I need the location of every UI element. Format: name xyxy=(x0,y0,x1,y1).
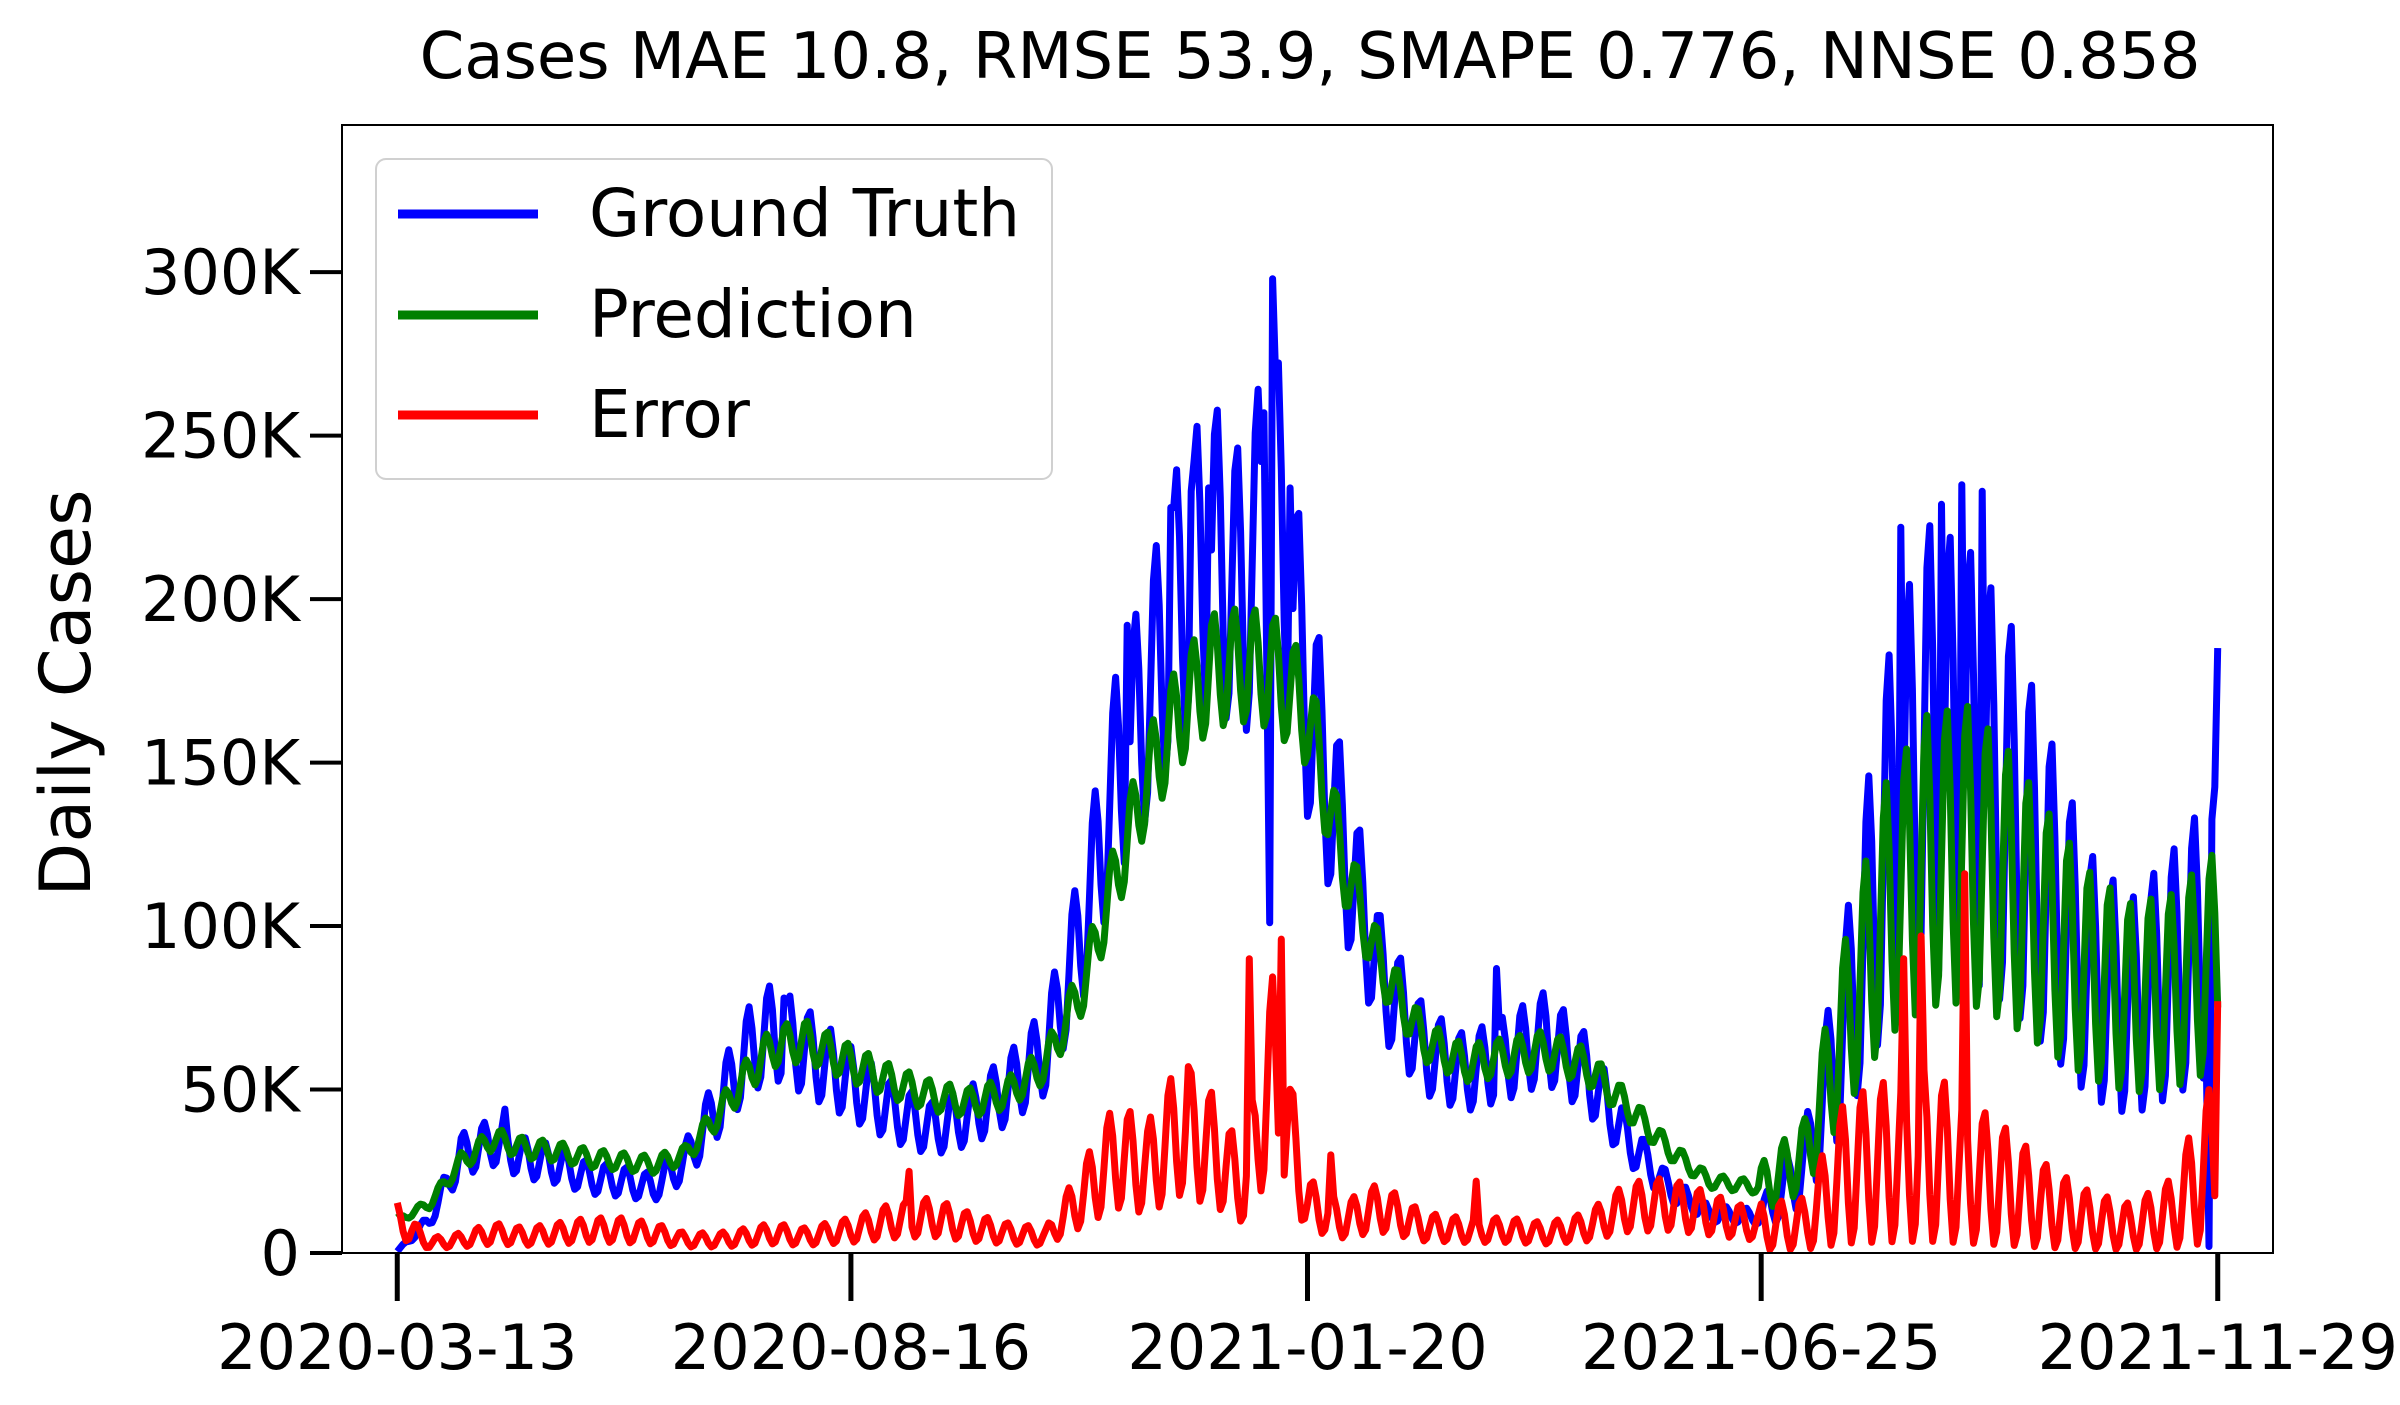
chart-title: Cases MAE 10.8, RMSE 53.9, SMAPE 0.776, … xyxy=(420,20,2201,94)
error-line xyxy=(393,870,2222,1254)
legend-label-error: Error xyxy=(589,376,751,453)
legend-label-ground-truth: Ground Truth xyxy=(589,175,1020,252)
y-tick-label: 250K xyxy=(141,400,301,473)
y-tick-label: 150K xyxy=(141,727,301,800)
x-tick-label: 2021-01-20 xyxy=(1127,1311,1487,1384)
legend: Ground Truth Prediction Error xyxy=(375,158,1053,480)
prediction-line xyxy=(395,605,2222,1222)
x-tick-label: 2020-03-13 xyxy=(217,1311,577,1384)
x-tick-label: 2021-11-29 xyxy=(2038,1311,2398,1384)
y-tick-label: 100K xyxy=(141,890,301,963)
y-tick-label: 300K xyxy=(141,236,301,309)
y-axis: 0 50K 100K 150K 200K 250K 300K xyxy=(141,236,342,1290)
legend-box xyxy=(375,158,1053,480)
x-tick-label: 2021-06-25 xyxy=(1581,1311,1941,1384)
series-layer xyxy=(393,275,2222,1254)
legend-label-prediction: Prediction xyxy=(589,276,917,353)
y-tick-label: 200K xyxy=(141,563,301,636)
y-tick-label: 50K xyxy=(180,1054,301,1127)
x-tick-label: 2020-08-16 xyxy=(671,1311,1031,1384)
y-tick-label: 0 xyxy=(261,1217,300,1290)
x-axis: 2020-03-13 2020-08-16 2021-01-20 2021-06-25… xyxy=(217,1253,2398,1384)
y-axis-label: Daily Cases xyxy=(25,489,107,896)
